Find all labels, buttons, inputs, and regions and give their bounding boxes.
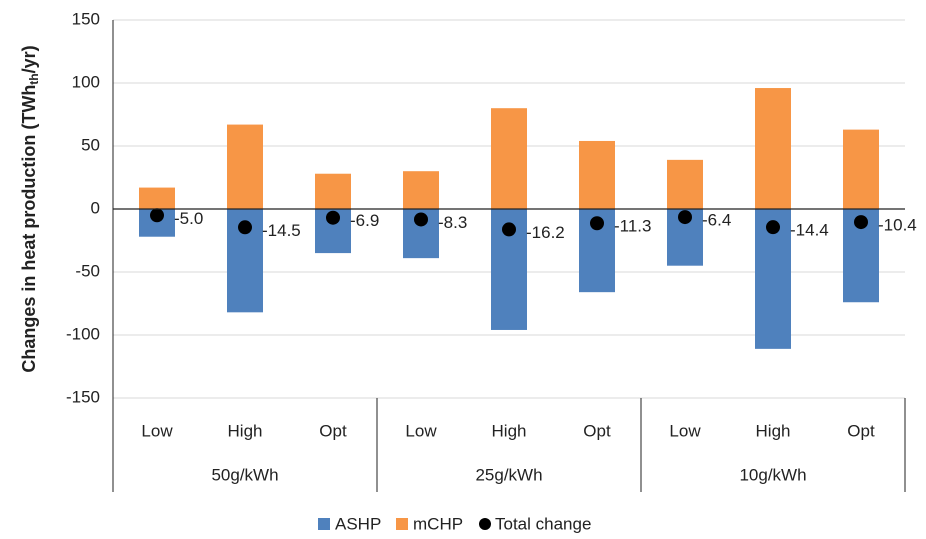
- bar: [403, 171, 439, 209]
- x-tick-label: High: [228, 421, 263, 440]
- x-tick-label: Low: [405, 421, 437, 440]
- bar: [139, 187, 175, 209]
- marker: [766, 220, 780, 235]
- group-label: 10g/kWh: [739, 465, 806, 484]
- group-label: 50g/kWh: [211, 465, 278, 484]
- marker: [326, 210, 340, 225]
- bar: [491, 108, 527, 209]
- x-tick-label: High: [756, 421, 791, 440]
- legend-marker: [479, 518, 491, 530]
- y-tick-label: 0: [91, 198, 100, 217]
- data-label: -10.4: [878, 216, 917, 235]
- data-label: -14.4: [790, 221, 829, 240]
- marker: [150, 208, 164, 223]
- bar: [579, 140, 615, 209]
- bar: [667, 159, 703, 209]
- legend-label: ASHP: [335, 514, 381, 533]
- y-label-text: Changes in heat production (TWh: [19, 85, 39, 373]
- bar: [755, 88, 791, 209]
- y-axis-label: Changes in heat production (TWhth/yr): [19, 45, 41, 372]
- data-label: -5.0: [174, 209, 203, 228]
- marker: [678, 210, 692, 225]
- data-label: -16.2: [526, 223, 565, 242]
- bar: [227, 124, 263, 209]
- data-label: -6.9: [350, 211, 379, 230]
- legend-swatch: [318, 518, 330, 530]
- group-label: 25g/kWh: [475, 465, 542, 484]
- data-label: -8.3: [438, 213, 467, 232]
- y-tick-label: 150: [72, 9, 100, 28]
- bar: [315, 173, 351, 209]
- y-tick-label: -150: [66, 387, 100, 406]
- marker: [590, 216, 604, 231]
- data-label: -6.4: [702, 211, 731, 230]
- legend-label: mCHP: [413, 514, 463, 533]
- marker: [414, 212, 428, 227]
- y-tick-label: -100: [66, 324, 100, 343]
- y-tick-label: 50: [81, 135, 100, 154]
- y-tick-label: -50: [75, 261, 100, 280]
- x-tick-label: Opt: [319, 421, 347, 440]
- legend-label: Total change: [495, 514, 591, 533]
- x-tick-label: Opt: [847, 421, 875, 440]
- data-label: -14.5: [262, 221, 301, 240]
- marker: [854, 215, 868, 230]
- y-label-suffix: /yr): [19, 45, 39, 73]
- x-tick-label: High: [492, 421, 527, 440]
- x-tick-label: Opt: [583, 421, 611, 440]
- y-label-subscript: th: [27, 73, 41, 84]
- data-label: -11.3: [614, 217, 652, 236]
- x-tick-label: Low: [141, 421, 173, 440]
- y-tick-label: 100: [72, 72, 100, 91]
- bar: [843, 129, 879, 209]
- marker: [238, 220, 252, 235]
- marker: [502, 222, 516, 237]
- x-tick-label: Low: [669, 421, 701, 440]
- legend-swatch: [396, 518, 408, 530]
